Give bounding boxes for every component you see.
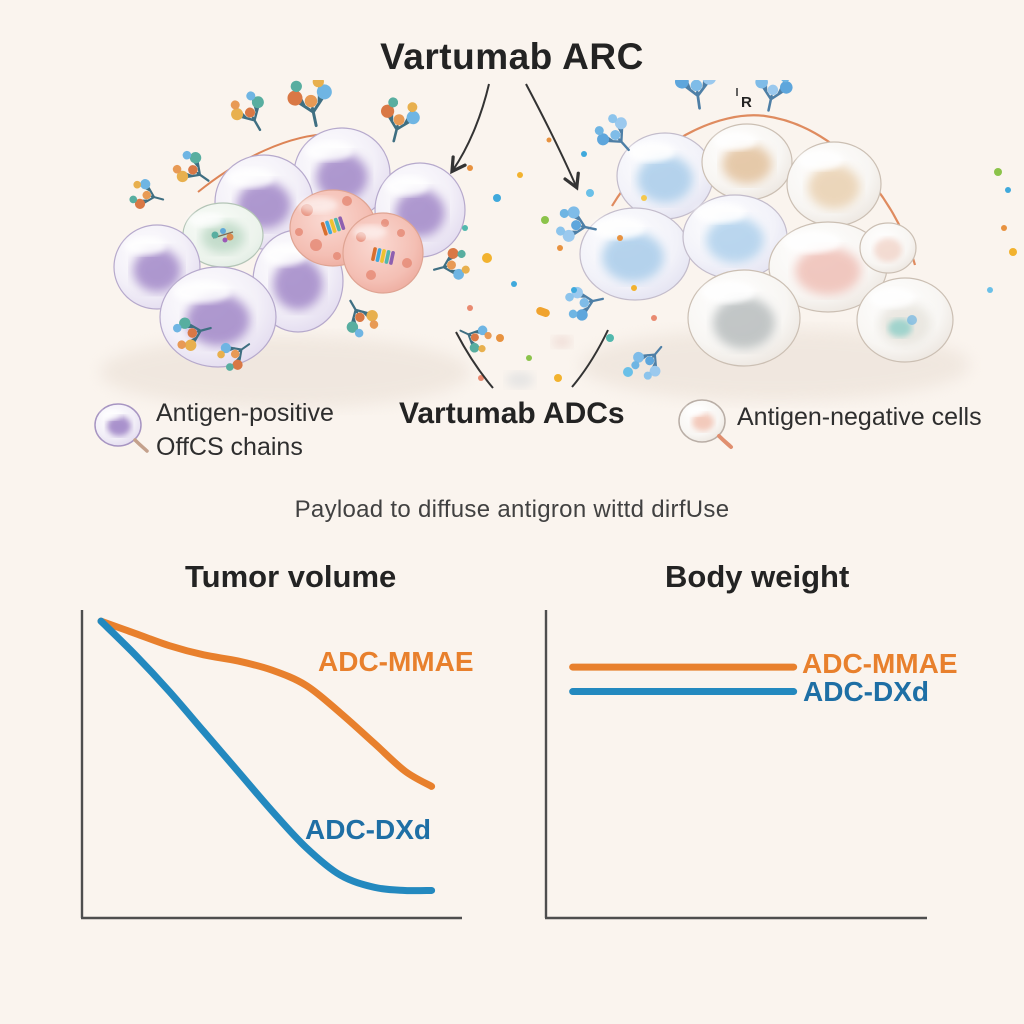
- label-pointer-line-right: [571, 329, 609, 388]
- adc-antibody-icon: [565, 286, 606, 321]
- tumor-volume-chart: ADC-MMAE ADC-DXd: [60, 600, 500, 930]
- antigen-positive-cell: [159, 266, 277, 368]
- adc-antibody-icon: [287, 80, 332, 130]
- payload-capsule-icon: [320, 216, 346, 236]
- vartumab-adcs-label: Vartumab ADCs: [399, 397, 625, 430]
- payload-caption: Payload to diffuse antigron wittd dirfUs…: [294, 496, 730, 523]
- legend-antigen-negative: Antigen-negative cells: [737, 403, 982, 431]
- payload-capsule-icon: [371, 247, 395, 265]
- antigen-negative-cell: [687, 269, 801, 367]
- adc-mmae-series-label: ADC-MMAE: [802, 648, 958, 679]
- adc-antibody-icon: [755, 80, 793, 114]
- antigen-negative-cell: [616, 132, 714, 220]
- adc-antibody-icon: [556, 206, 599, 242]
- page-title: Vartumab ARC: [380, 36, 644, 77]
- series-line-ADC-MMAE: [97, 617, 436, 790]
- adc-antibody-icon: [129, 179, 167, 209]
- legend-antigen-positive-line1: Antigen-positive: [156, 399, 334, 427]
- adc-dxd-series-label: ADC-DXd: [305, 814, 431, 845]
- adc-antibody-group-right: [556, 80, 793, 380]
- antigen-negative-cell: [701, 123, 793, 201]
- antigen-negative-cell: [786, 141, 882, 227]
- axes: [80, 610, 462, 920]
- adc-dxd-series-label: ADC-DXd: [803, 676, 929, 707]
- antigen-negative-cell: [859, 222, 917, 274]
- dying-cell: [342, 212, 424, 294]
- adc-antibody-icon: [380, 97, 420, 146]
- adc-antibody-icon: [217, 336, 256, 371]
- adc-mmae-series-label: ADC-MMAE: [318, 646, 474, 677]
- payload-internalized-cell: [182, 202, 264, 268]
- adc-antibody-icon: [172, 317, 215, 351]
- title-arrow-right: [525, 83, 580, 191]
- tumor-volume-plot: [80, 610, 462, 920]
- title-arrow-left: [450, 83, 490, 175]
- series-line-ADC-DXd: [97, 617, 436, 895]
- payload-capsule-icon: [211, 228, 234, 243]
- body-weight-chart: ADC-MMAE ADC-DXd: [530, 600, 958, 930]
- tumor-volume-title: Tumor volume: [185, 559, 397, 594]
- label-pointer-line-left: [455, 331, 494, 389]
- stray-glyph: R: [741, 94, 752, 111]
- axes: [544, 610, 927, 920]
- antigen-negative-cell-icon: [678, 399, 733, 449]
- adc-antibody-icon: [430, 248, 470, 280]
- adc-antibody-group-left: [129, 80, 492, 371]
- antigen-negative-cell: [682, 194, 788, 280]
- adc-antibody-icon: [341, 294, 379, 338]
- adc-antibody-icon: [674, 80, 717, 112]
- adc-antibody-icon: [456, 322, 492, 353]
- antigen-positive-cell-icon: [94, 403, 149, 453]
- adc-antibody-icon: [230, 91, 270, 137]
- antigen-negative-cell: [856, 277, 954, 363]
- body-weight-plot: [544, 610, 927, 920]
- cell-cluster-illustration: R: [100, 80, 1017, 408]
- legend-antigen-positive-line2: OffCS chains: [156, 433, 303, 461]
- adc-antibody-icon: [631, 340, 670, 380]
- adc-antibody-icon: [172, 150, 216, 190]
- adc-antibody-icon: [594, 114, 638, 158]
- antigen-negative-cell-cluster: [579, 123, 954, 367]
- legend-antigen-positive: Antigen-positive OffCS chains: [156, 396, 334, 464]
- antigen-positive-cell-cluster: [113, 127, 466, 368]
- payload-dots: [462, 137, 1017, 388]
- body-weight-title: Body weight: [665, 559, 850, 594]
- antigen-negative-cell: [579, 207, 691, 301]
